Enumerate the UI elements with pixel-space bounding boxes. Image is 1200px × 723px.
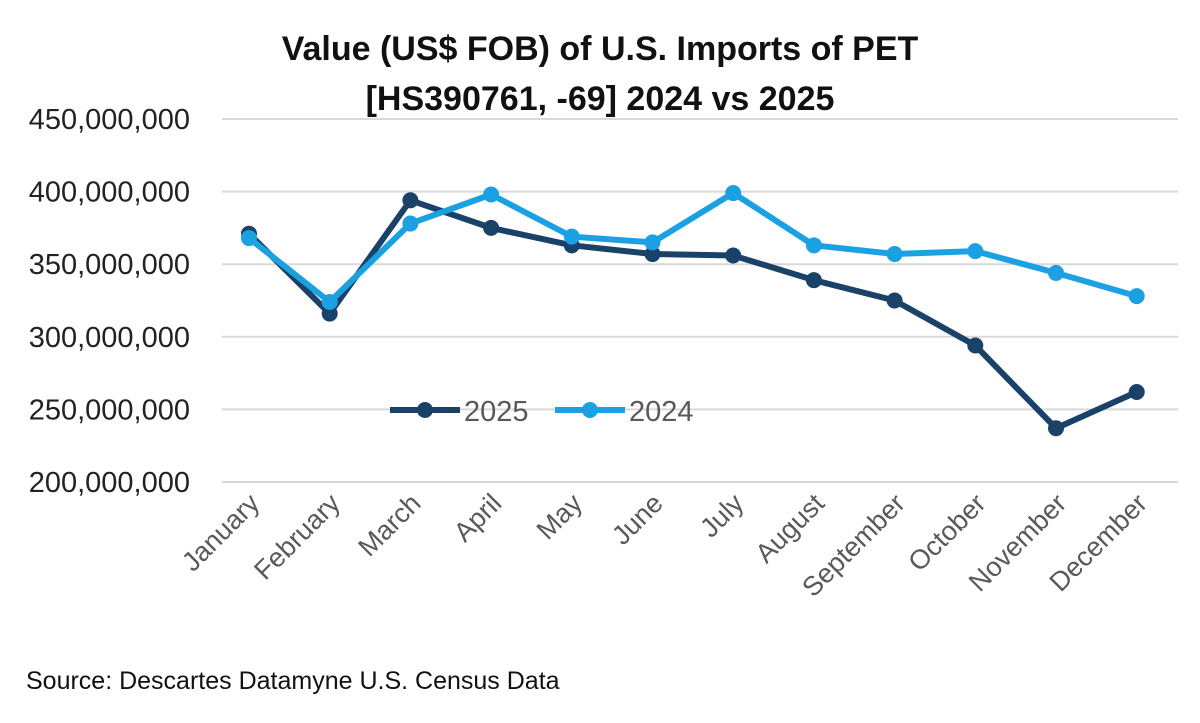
data-point-2024 [1048,264,1064,281]
data-point-2025 [1128,383,1145,400]
source-note: Source: Descartes Datamyne U.S. Census D… [26,667,560,695]
data-point-2024 [241,230,257,247]
data-point-2025 [402,192,419,209]
series-line-2025 [246,197,1138,432]
x-tick-label: May [531,488,589,546]
data-point-2025 [805,272,822,289]
data-point-2025 [725,247,742,264]
x-tick-label: February [248,488,346,586]
legend-label-2024: 2024 [629,396,694,428]
y-tick-label: 250,000,000 [29,394,190,426]
legend-marker-2024 [582,402,598,418]
data-point-2024 [563,228,580,245]
data-point-2025 [644,246,661,263]
series-line-2024 [247,190,1138,305]
data-point-2024 [805,237,822,254]
y-tick-label: 350,000,000 [29,249,190,281]
data-point-2024 [321,293,338,310]
x-tick-label: August [749,488,830,569]
y-tick-label: 450,000,000 [29,104,190,136]
y-tick-label: 400,000,000 [29,177,190,209]
x-tick-label: March [352,488,426,562]
chart-title-line-1: Value (US$ FOB) of U.S. Imports of PET [282,30,919,68]
data-point-2024 [644,234,661,251]
data-point-2024 [1128,288,1145,305]
data-point-2025 [1048,420,1064,437]
data-point-2025 [483,219,500,236]
chart-title-line-2: [HS390761, -69] 2024 vs 2025 [366,80,835,118]
x-tick-label: June [606,488,669,551]
data-point-2024 [483,186,500,203]
x-tick-label: July [694,488,750,544]
x-tick-label: April [448,488,507,547]
legend-marker-2025 [417,402,433,418]
data-point-2025 [886,292,903,309]
data-point-2025 [321,305,338,322]
y-tick-label: 200,000,000 [29,467,190,499]
legend-label-2025: 2025 [464,396,529,428]
data-point-2024 [886,246,903,263]
y-tick-label: 300,000,000 [29,322,190,354]
data-point-2024 [725,185,742,202]
line-chart: Value (US$ FOB) of U.S. Imports of PET [… [29,30,1178,603]
data-point-2024 [967,243,984,260]
data-point-2025 [967,337,984,354]
data-point-2024 [402,215,419,232]
